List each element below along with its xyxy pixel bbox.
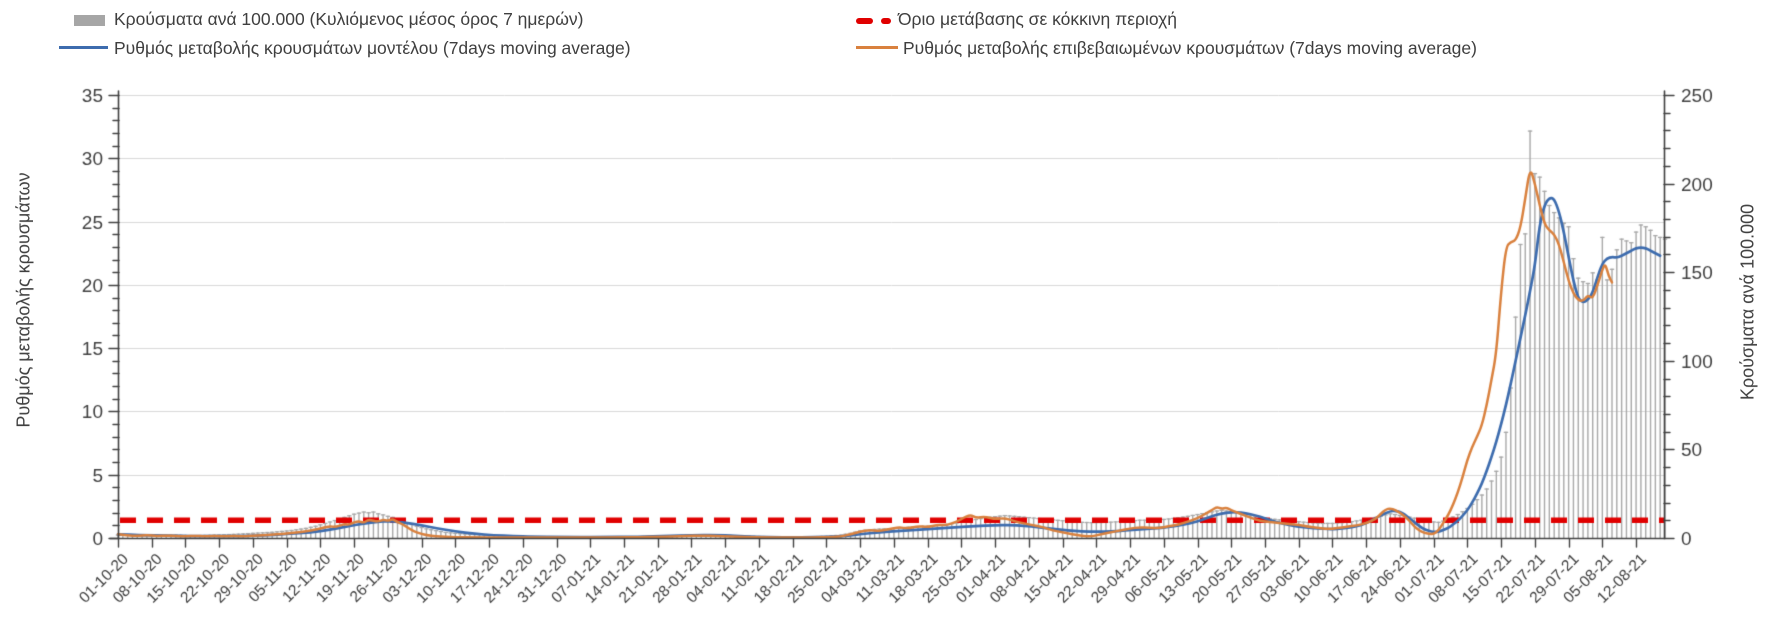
threshold-legend-label: Όριο μετάβασης σε κόκκινη περιοχή — [898, 9, 1178, 29]
left-axis-title: Ρυθμός μεταβολής κρουσμάτων — [13, 172, 34, 428]
bars-legend-label: Κρούσματα ανά 100.000 (Κυλιόμενος μέσος … — [114, 9, 584, 29]
model-line-legend-label: Ρυθμός μεταβολής κρουσμάτων μοντέλου (7d… — [114, 38, 631, 58]
threshold-legend-dash-icon — [881, 18, 891, 24]
bars-legend-swatch — [74, 15, 105, 26]
confirmed-line-legend-swatch — [856, 46, 898, 49]
right-axis-title: Κρούσματα ανά 100.000 — [1737, 203, 1758, 401]
confirmed-line-legend-label: Ρυθμός μεταβολής επιβεβαιωμένων κρουσμάτ… — [903, 38, 1477, 58]
model-line-legend-swatch — [59, 46, 108, 49]
threshold-legend-dash-icon — [856, 18, 873, 24]
